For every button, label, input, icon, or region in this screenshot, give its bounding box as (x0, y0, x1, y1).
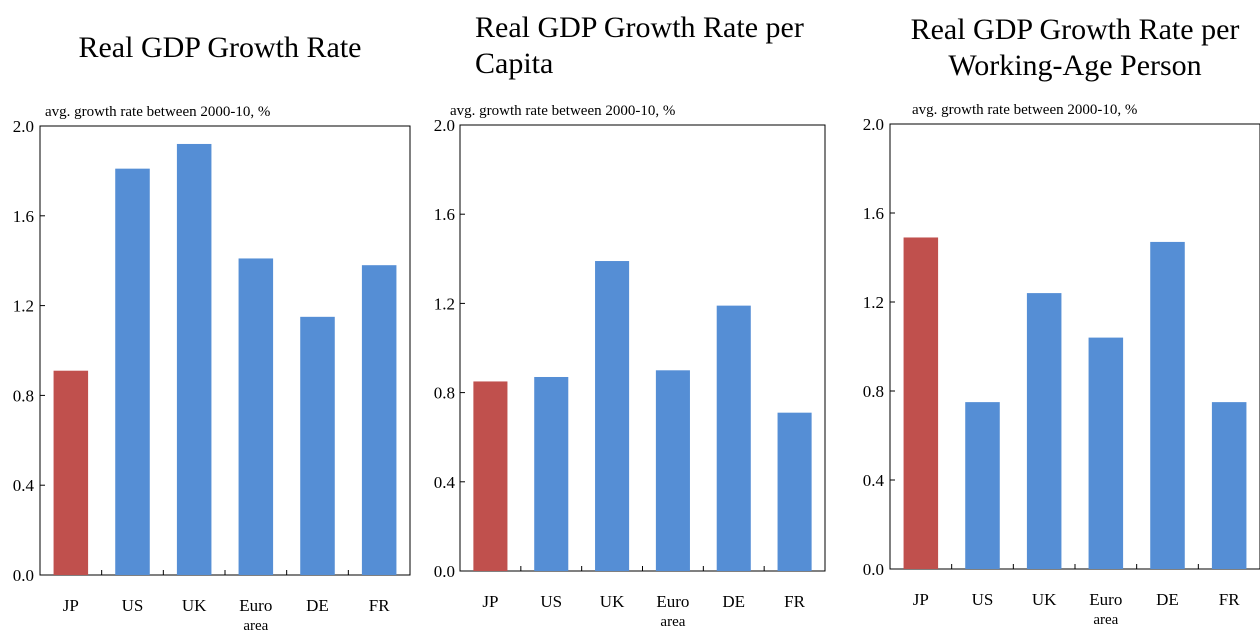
bar (1026, 293, 1062, 569)
chart-panel-2: Real GDP Growth Rate per Capita avg. gro… (425, 0, 845, 631)
chart-subtitle: avg. growth rate between 2000-10, % (450, 103, 675, 119)
x-tick-label: DE (1156, 590, 1179, 609)
x-tick-label: FR (369, 596, 390, 615)
chart-title: Real GDP Growth Rate per Working-Age Per… (910, 13, 1240, 82)
x-tick-label: area (243, 618, 268, 631)
bar (176, 143, 212, 575)
bar (777, 412, 812, 571)
x-tick-label: area (1093, 612, 1118, 628)
bar (115, 168, 150, 575)
chart-subtitle: avg. growth rate between 2000-10, % (45, 104, 270, 120)
y-tick-label: 0.0 (13, 566, 34, 585)
x-tick-label: UK (600, 592, 625, 611)
y-tick-label: 0.0 (434, 562, 455, 581)
bar (1211, 402, 1247, 569)
y-tick-label: 1.6 (434, 205, 455, 224)
y-tick-label: 2.0 (13, 117, 34, 136)
y-tick-label: 0.4 (13, 476, 35, 495)
chart-panel-3: Real GDP Growth Rate per Working-Age Per… (850, 0, 1260, 631)
x-tick-label: Euro (656, 592, 689, 611)
bar-chart: avg. growth rate between 2000-10, % 0.0 0.… (863, 102, 1260, 628)
bar (534, 376, 569, 571)
y-tick-label: 2.0 (863, 115, 884, 134)
bar (716, 305, 751, 571)
y-tick-label: 1.6 (863, 204, 884, 223)
bar (361, 265, 397, 575)
plot-frame (889, 123, 1260, 570)
bar (473, 381, 508, 571)
y-tick-label: 1.6 (13, 207, 34, 226)
chart-subtitle: avg. growth rate between 2000-10, % (912, 102, 1137, 118)
bar (53, 370, 89, 575)
x-tick-label: US (122, 596, 144, 615)
plot-frame (459, 124, 826, 572)
x-tick-label: Euro (239, 596, 272, 615)
chart-title: Real GDP Growth Rate per Capita (475, 11, 804, 80)
bar-chart: avg. growth rate between 2000-10, % 0.0 0.… (434, 103, 826, 630)
x-tick-label: JP (482, 592, 498, 611)
x-tick-label: Euro (1089, 590, 1122, 609)
bar (300, 316, 335, 575)
y-tick-label: 2.0 (434, 116, 455, 135)
y-tick-label: 0.0 (863, 560, 884, 579)
x-tick-label: FR (1219, 590, 1240, 609)
y-tick-label: 0.4 (863, 471, 885, 490)
y-tick-label: 0.4 (434, 473, 456, 492)
x-tick-label: JP (63, 596, 79, 615)
bar-chart: avg. growth rate between 2000-10, % 0.0 0.… (13, 104, 411, 631)
x-tick-label: JP (913, 590, 929, 609)
x-tick-label: UK (182, 596, 207, 615)
bar (1088, 337, 1124, 569)
y-tick-label: 0.8 (13, 386, 34, 405)
x-tick-label: US (972, 590, 994, 609)
x-tick-label: DE (306, 596, 329, 615)
bar (1150, 241, 1185, 570)
y-tick-label: 1.2 (863, 293, 884, 312)
y-tick-label: 1.2 (434, 294, 455, 313)
x-tick-label: FR (784, 592, 805, 611)
x-tick-label: DE (722, 592, 745, 611)
bar (655, 370, 690, 571)
bar (965, 402, 1000, 569)
bar (903, 237, 939, 569)
chart-title: Real GDP Growth Rate (78, 31, 362, 64)
y-tick-label: 0.8 (434, 384, 455, 403)
chart-panel-1: Real GDP Growth Rate avg. growth rate be… (0, 0, 420, 631)
plot-frame (39, 125, 411, 576)
y-tick-label: 0.8 (863, 382, 884, 401)
bar (595, 261, 630, 571)
x-tick-label: US (540, 592, 562, 611)
bar (238, 258, 274, 575)
x-tick-label: UK (1032, 590, 1057, 609)
y-tick-label: 1.2 (13, 297, 34, 316)
x-tick-label: area (660, 614, 685, 630)
